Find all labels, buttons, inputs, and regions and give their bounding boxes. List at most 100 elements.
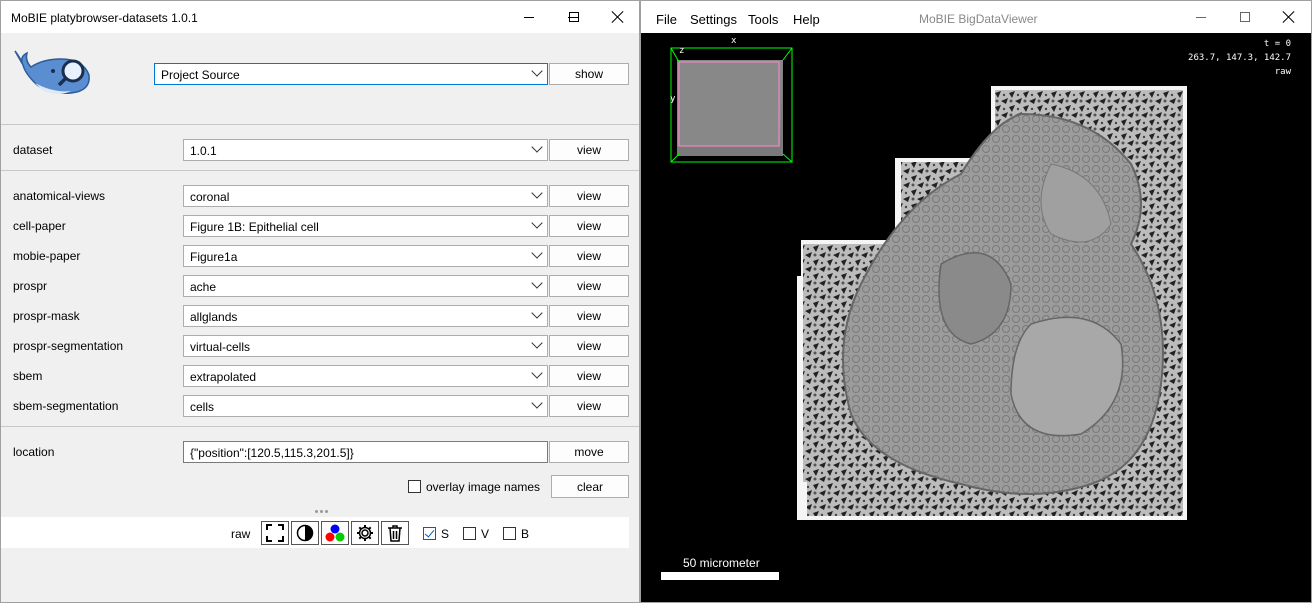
- row-label-mobie-paper: mobie-paper: [13, 249, 80, 263]
- close-button[interactable]: [596, 1, 640, 33]
- view-button-mobie-paper[interactable]: view: [549, 245, 629, 267]
- select-value: allglands: [190, 310, 237, 324]
- dataset-select[interactable]: 1.0.1: [183, 139, 548, 161]
- color-button[interactable]: [321, 521, 349, 545]
- coordinate-readout: 263.7, 147.3, 142.7: [1188, 53, 1291, 63]
- viewer-title-bar: File Settings Tools Help MoBIE BigDataVi…: [641, 1, 1311, 33]
- overlay-names-label: overlay image names: [426, 480, 540, 494]
- location-value: {"position":[120.5,115.3,201.5]}: [190, 446, 354, 460]
- chevron-down-icon: [531, 277, 542, 288]
- select-prospr-mask[interactable]: allglands: [183, 305, 548, 327]
- divider: [1, 170, 639, 171]
- window-title: MoBIE platybrowser-datasets 1.0.1: [11, 11, 198, 25]
- select-value: cells: [190, 400, 214, 414]
- splitter-handle[interactable]: [315, 510, 329, 514]
- location-input[interactable]: {"position":[120.5,115.3,201.5]}: [183, 441, 548, 463]
- select-prospr-segmentation[interactable]: virtual-cells: [183, 335, 548, 357]
- project-source-value: Project Source: [161, 68, 240, 82]
- axis-z-label: z: [679, 46, 684, 56]
- menu-file[interactable]: File: [656, 12, 677, 27]
- viewer-minimize-button[interactable]: [1179, 1, 1223, 33]
- source-readout: raw: [1275, 67, 1291, 77]
- view-button-anatomical-views[interactable]: view: [549, 185, 629, 207]
- view-button-sbem-segmentation[interactable]: view: [549, 395, 629, 417]
- row-label-prospr-mask: prospr-mask: [13, 309, 80, 323]
- settings-icon: [356, 524, 374, 542]
- delete-icon: [387, 524, 403, 542]
- minimize-icon: [1196, 17, 1206, 18]
- show-button[interactable]: show: [549, 63, 629, 85]
- blend-checkbox-label: B: [521, 527, 529, 541]
- location-label: location: [13, 445, 54, 459]
- menu-settings[interactable]: Settings: [690, 12, 737, 27]
- row-label-anatomical-views: anatomical-views: [13, 189, 105, 203]
- show-checkbox[interactable]: [423, 527, 436, 540]
- chevron-down-icon: [531, 65, 542, 76]
- menu-help[interactable]: Help: [793, 12, 820, 27]
- contrast-button[interactable]: [291, 521, 319, 545]
- divider: [1, 124, 639, 125]
- select-value: ache: [190, 280, 216, 294]
- chevron-down-icon: [531, 337, 542, 348]
- view-button-sbem[interactable]: view: [549, 365, 629, 387]
- select-sbem[interactable]: extrapolated: [183, 365, 548, 387]
- select-value: coronal: [190, 190, 229, 204]
- dataset-label: dataset: [13, 143, 52, 157]
- select-cell-paper[interactable]: Figure 1B: Epithelial cell: [183, 215, 548, 237]
- viewer-canvas[interactable]: x y z t = 0 263.7, 147.3, 142.7 raw: [641, 34, 1311, 602]
- source-toolbar: raw S V B: [1, 517, 629, 548]
- visible-checkbox[interactable]: [463, 527, 476, 540]
- select-value: virtual-cells: [190, 340, 250, 354]
- view-button-prospr-mask[interactable]: view: [549, 305, 629, 327]
- axis-x-label: x: [731, 36, 736, 46]
- focus-icon: [266, 524, 284, 542]
- viewer-maximize-button[interactable]: [1223, 1, 1267, 33]
- maximize-icon: [1240, 12, 1250, 22]
- select-sbem-segmentation[interactable]: cells: [183, 395, 548, 417]
- axis-y-label: y: [670, 94, 675, 104]
- chevron-down-icon: [531, 397, 542, 408]
- view-button-prospr[interactable]: view: [549, 275, 629, 297]
- select-mobie-paper[interactable]: Figure1a: [183, 245, 548, 267]
- mobie-whale-logo: [13, 45, 93, 97]
- divider: [1, 426, 639, 427]
- dataset-view-button[interactable]: view: [549, 139, 629, 161]
- mobie-main-window: MoBIE platybrowser-datasets 1.0.1 Projec…: [0, 0, 640, 603]
- close-icon: [1283, 11, 1295, 23]
- close-icon: [612, 11, 624, 23]
- time-readout: t = 0: [1264, 39, 1291, 49]
- row-label-sbem: sbem: [13, 369, 42, 383]
- color-icon: [325, 524, 345, 542]
- visible-checkbox-label: V: [481, 527, 489, 541]
- select-value: Figure1a: [190, 250, 237, 264]
- select-value: Figure 1B: Epithelial cell: [190, 220, 319, 234]
- move-button[interactable]: move: [549, 441, 629, 463]
- source-name: raw: [231, 527, 250, 541]
- select-value: extrapolated: [190, 370, 256, 384]
- row-label-cell-paper: cell-paper: [13, 219, 66, 233]
- bigdataviewer-window: File Settings Tools Help MoBIE BigDataVi…: [640, 0, 1312, 603]
- delete-button[interactable]: [381, 521, 409, 545]
- minimize-button-2[interactable]: [507, 1, 551, 33]
- settings-button[interactable]: [351, 521, 379, 545]
- clear-button[interactable]: clear: [551, 475, 629, 498]
- select-prospr[interactable]: ache: [183, 275, 548, 297]
- viewer-title: MoBIE BigDataViewer: [919, 12, 1038, 26]
- maximize-button[interactable]: [552, 1, 596, 33]
- blend-checkbox[interactable]: [503, 527, 516, 540]
- em-image-slice: [791, 84, 1201, 524]
- chevron-down-icon: [531, 217, 542, 228]
- scale-bar-label: 50 micrometer: [683, 556, 760, 570]
- focus-button[interactable]: [261, 521, 289, 545]
- chevron-down-icon: [531, 187, 542, 198]
- viewer-close-button[interactable]: [1267, 1, 1311, 33]
- overlay-names-checkbox[interactable]: [408, 480, 421, 493]
- row-label-prospr-segmentation: prospr-segmentation: [13, 339, 123, 353]
- view-button-prospr-segmentation[interactable]: view: [549, 335, 629, 357]
- project-source-select[interactable]: Project Source: [154, 63, 548, 85]
- show-checkbox-label: S: [441, 527, 449, 541]
- menu-tools[interactable]: Tools: [748, 12, 778, 27]
- scale-bar: [661, 572, 779, 580]
- view-button-cell-paper[interactable]: view: [549, 215, 629, 237]
- select-anatomical-views[interactable]: coronal: [183, 185, 548, 207]
